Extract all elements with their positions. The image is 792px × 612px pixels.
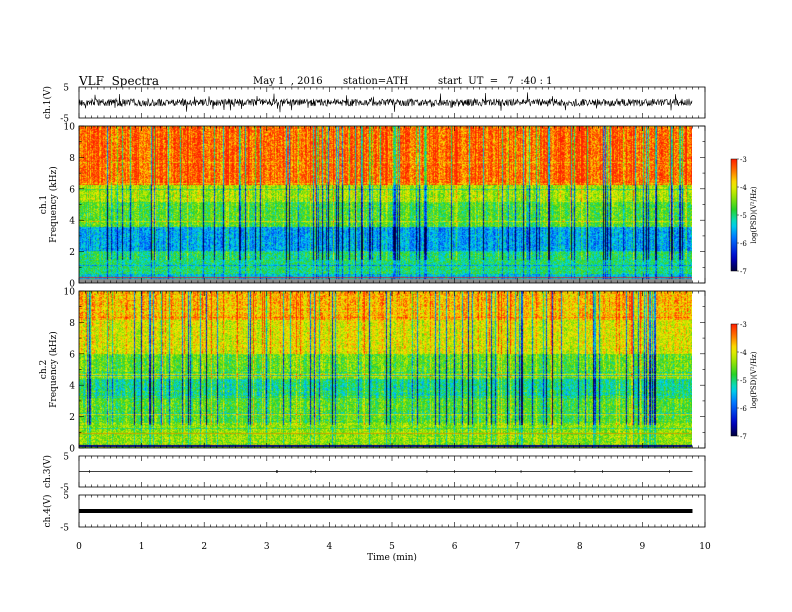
ch1-spectrogram-y-tick-label: 2 [69, 248, 75, 258]
ch2-colorbar-label: log(PSD)(V²/Hz) [750, 351, 758, 408]
ch3-waveform-y-axis-label: ch.3(V) [42, 455, 53, 488]
header-station: station=ATH [343, 76, 409, 87]
ch2-spectrogram-y-tick-label: 8 [69, 319, 75, 329]
ch2-spectrogram-y-tick-label: 10 [64, 288, 76, 298]
ch2-spectrogram-y-tick-label: 2 [69, 413, 75, 423]
ch2-colorbar-tick-label: -7 [740, 433, 747, 441]
x-tick-label: 9 [640, 542, 646, 552]
x-tick-label: 3 [264, 542, 270, 552]
header-start-time: start UT = 7 :40 : 1 [438, 76, 553, 87]
ch4-waveform-trace [79, 509, 693, 513]
x-tick-label: 6 [452, 542, 458, 552]
spectrogram-images [79, 126, 692, 448]
ch3-waveform-y-tick-label: 5 [63, 453, 69, 463]
ch2-spectrogram-channel-label: ch.2 [39, 360, 49, 379]
ch1-colorbar-tick-label: -3 [740, 156, 747, 164]
ch2-colorbar-tick-label: -5 [740, 377, 747, 385]
header-date: May 1 , 2016 [253, 76, 323, 87]
ch4-waveform-y-tick-label: 5 [63, 492, 69, 502]
ch2-spectrogram-y-tick-label: 0 [69, 445, 75, 455]
ch2-spectrogram-y-axis-label: Frequency (kHz) [48, 331, 59, 408]
spectrogram-image [79, 126, 692, 283]
ch2-colorbar-tick-label: -3 [740, 321, 747, 329]
ch1-spectrogram-y-tick-label: 4 [69, 217, 75, 227]
x-tick-label: 5 [389, 542, 395, 552]
x-tick-label: 10 [699, 542, 711, 552]
ch4-waveform-y-axis-label: ch.4(V) [42, 495, 53, 528]
ch1-spectrogram-y-tick-label: 6 [69, 185, 75, 195]
x-tick-label: 1 [139, 542, 145, 552]
ch4-waveform-y-tick-label: -5 [60, 524, 69, 534]
ch1-waveform-y-tick-label: 5 [63, 84, 69, 94]
ch1-spectrogram-y-tick-label: 8 [69, 154, 75, 164]
x-axis-label: Time (min) [367, 552, 417, 563]
ch1-colorbar-tick-label: -6 [740, 240, 747, 248]
ch1-spectrogram-y-tick-label: 10 [64, 123, 76, 133]
ch1-waveform-y-tick-label: -5 [60, 115, 69, 125]
ch1-colorbar-tick-label: -7 [740, 268, 747, 276]
ch2-colorbar-tick-label: -6 [740, 405, 747, 413]
ch2-spectrogram-y-tick-label: 4 [69, 382, 75, 392]
chart-title: VLF Spectra [79, 74, 160, 88]
ch1-waveform-trace [78, 92, 693, 113]
ch1-colorbar-tick-label: -4 [740, 184, 747, 192]
ch1-colorbar [730, 158, 738, 272]
x-tick-label: 4 [327, 542, 333, 552]
ch1-colorbar-label: log(PSD)(V²/Hz) [750, 186, 758, 243]
ch3-waveform-y-tick-label: -5 [60, 484, 69, 494]
ch2-spectrogram-y-tick-label: 6 [69, 350, 75, 360]
ch2-colorbar [730, 323, 738, 437]
ch1-spectrogram-channel-label: ch.1 [39, 195, 49, 214]
spectrogram-image [79, 291, 692, 448]
ch1-colorbar-tick-label: -5 [740, 212, 747, 220]
x-tick-label: 7 [514, 542, 520, 552]
x-tick-label: 2 [201, 542, 207, 552]
ch1-spectrogram-y-tick-label: 0 [69, 280, 75, 290]
x-tick-label: 0 [76, 542, 82, 552]
axes [78, 86, 739, 528]
x-tick-label: 8 [577, 542, 583, 552]
ch2-colorbar-tick-label: -4 [740, 349, 747, 357]
ch1-spectrogram-y-axis-label: Frequency (kHz) [48, 166, 59, 243]
waveform-traces [78, 92, 693, 513]
ch1-waveform-y-axis-label: ch.1(V) [42, 86, 53, 119]
